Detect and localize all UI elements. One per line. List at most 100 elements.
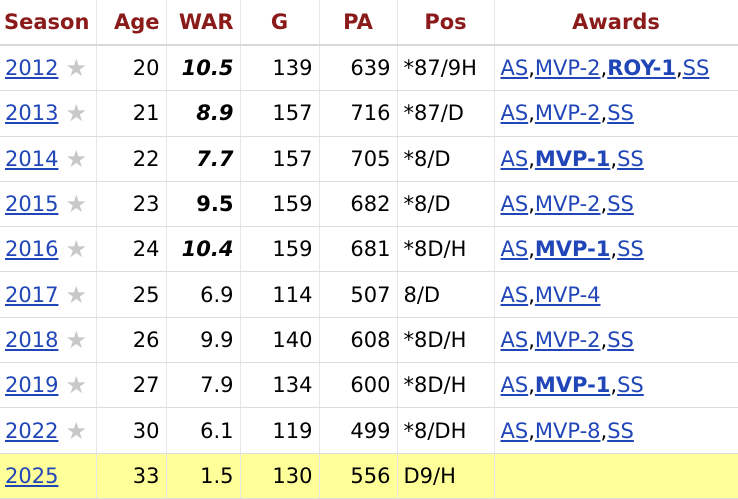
table-row: 2019 ★ 27 7.9 134 600 *8D/H AS,MVP-1,SS	[0, 362, 738, 409]
season-link[interactable]: 2025	[5, 463, 59, 488]
star-icon[interactable]: ★	[65, 54, 87, 83]
war-cell: 7.7	[166, 136, 241, 182]
award-separator: ,	[528, 56, 535, 81]
pa-cell: 705	[319, 136, 398, 182]
award-link[interactable]: MVP-1	[534, 373, 611, 398]
season-link[interactable]: 2022	[5, 418, 59, 443]
awards-cell: AS,MVP-2,SS	[494, 317, 738, 364]
age-cell: 33	[96, 453, 167, 499]
age-header[interactable]: Age	[96, 0, 167, 46]
award-link[interactable]: ROY-1	[607, 56, 676, 81]
war-cell: 6.1	[166, 407, 241, 454]
award-link[interactable]: AS	[500, 373, 529, 398]
star-icon[interactable]: ★	[65, 325, 87, 354]
war-cell: 1.5	[166, 453, 241, 499]
table-row: 2018 ★ 26 9.9 140 608 *8D/H AS,MVP-2,SS	[0, 317, 738, 364]
award-separator: ,	[610, 237, 618, 262]
award-link[interactable]: SS	[617, 146, 644, 171]
award-separator: ,	[528, 101, 535, 126]
award-link[interactable]: AS	[500, 282, 529, 307]
award-link[interactable]: AS	[500, 418, 529, 443]
awards-cell: AS,MVP-2,SS	[494, 181, 738, 228]
award-link[interactable]: SS	[607, 101, 634, 126]
award-link[interactable]: MVP-1	[534, 237, 611, 262]
season-link[interactable]: 2019	[5, 373, 59, 398]
award-link[interactable]: MVP-2	[534, 192, 601, 217]
star-icon[interactable]: ★	[65, 416, 87, 445]
age-cell: 23	[96, 181, 167, 228]
award-link[interactable]: AS	[500, 237, 529, 262]
age-cell: 20	[96, 45, 167, 92]
war-cell: 10.4	[166, 226, 241, 273]
award-link[interactable]: AS	[500, 56, 529, 81]
star-icon[interactable]: ★	[65, 235, 87, 264]
table-row: 2013 ★ 21 8.9 157 716 *87/D AS,MVP-2,SS	[0, 90, 738, 137]
award-link[interactable]: MVP-2	[534, 327, 601, 352]
award-link[interactable]: AS	[500, 146, 529, 171]
award-separator: ,	[675, 56, 683, 81]
award-separator: ,	[600, 56, 608, 81]
table-row: 2014 ★ 22 7.7 157 705 *8/D AS,MVP-1,SS	[0, 136, 738, 182]
award-separator: ,	[528, 418, 535, 443]
games-header[interactable]: G	[240, 0, 320, 46]
season-link[interactable]: 2014	[5, 146, 59, 171]
pa-header[interactable]: PA	[319, 0, 398, 46]
award-link[interactable]: SS	[607, 418, 634, 443]
star-icon[interactable]: ★	[65, 371, 87, 400]
pa-cell: 681	[319, 226, 398, 273]
award-link[interactable]: MVP-8	[534, 418, 601, 443]
table-row: 2012 ★ 20 10.5 139 639 *87/9H AS,MVP-2,ROY-1,SS	[0, 45, 738, 92]
award-link[interactable]: AS	[500, 192, 529, 217]
award-separator: ,	[528, 237, 535, 262]
position-header[interactable]: Pos	[397, 0, 495, 46]
pa-cell: 608	[319, 317, 398, 364]
award-link[interactable]: AS	[500, 101, 529, 126]
season-link[interactable]: 2016	[5, 237, 59, 262]
pa-cell: 716	[319, 90, 398, 137]
position-cell: *87/D	[397, 90, 495, 137]
pa-cell: 682	[319, 181, 398, 228]
table-row: 2016 ★ 24 10.4 159 681 *8D/H AS,MVP-1,SS	[0, 226, 738, 273]
awards-cell: AS,MVP-1,SS	[494, 226, 738, 273]
star-icon[interactable]: ★	[65, 190, 87, 219]
games-cell: 140	[240, 317, 320, 364]
season-header[interactable]: Season	[0, 0, 97, 46]
award-link[interactable]: SS	[617, 237, 644, 262]
award-link[interactable]: AS	[500, 327, 529, 352]
position-cell: *8/D	[397, 181, 495, 228]
war-cell: 9.9	[166, 317, 241, 364]
awards-header[interactable]: Awards	[494, 0, 738, 46]
award-link[interactable]: SS	[607, 327, 634, 352]
season-cell: 2019 ★	[0, 362, 97, 409]
award-link[interactable]: SS	[617, 373, 644, 398]
position-cell: *8D/H	[397, 362, 495, 409]
award-link[interactable]: SS	[682, 56, 710, 81]
header-row: Season Age WAR G PA Pos Awards	[0, 0, 738, 46]
games-cell: 134	[240, 362, 320, 409]
award-link[interactable]: MVP-1	[534, 146, 611, 171]
star-icon[interactable]: ★	[65, 99, 87, 128]
season-link[interactable]: 2015	[5, 192, 59, 217]
age-cell: 22	[96, 136, 167, 182]
award-link[interactable]: SS	[607, 192, 634, 217]
award-link[interactable]: MVP-2	[534, 56, 601, 81]
table-row: 2025 33 1.5 130 556 D9/H	[0, 453, 738, 499]
award-link[interactable]: MVP-4	[534, 282, 601, 307]
season-cell: 2018 ★	[0, 317, 97, 364]
season-link[interactable]: 2013	[5, 101, 59, 126]
pa-cell: 600	[319, 362, 398, 409]
table-body: 2012 ★ 20 10.5 139 639 *87/9H AS,MVP-2,ROY-1,SS…	[0, 45, 738, 499]
star-icon[interactable]: ★	[65, 144, 87, 173]
season-cell: 2017 ★	[0, 271, 97, 318]
season-link[interactable]: 2018	[5, 327, 59, 352]
war-header[interactable]: WAR	[166, 0, 241, 46]
pa-cell: 499	[319, 407, 398, 454]
season-link[interactable]: 2012	[5, 56, 59, 81]
award-separator: ,	[610, 146, 618, 171]
star-icon[interactable]: ★	[65, 280, 87, 309]
season-link[interactable]: 2017	[5, 282, 59, 307]
season-cell: 2013 ★	[0, 90, 97, 137]
position-cell: 8/D	[397, 271, 495, 318]
award-link[interactable]: MVP-2	[534, 101, 601, 126]
position-cell: D9/H	[397, 453, 495, 499]
